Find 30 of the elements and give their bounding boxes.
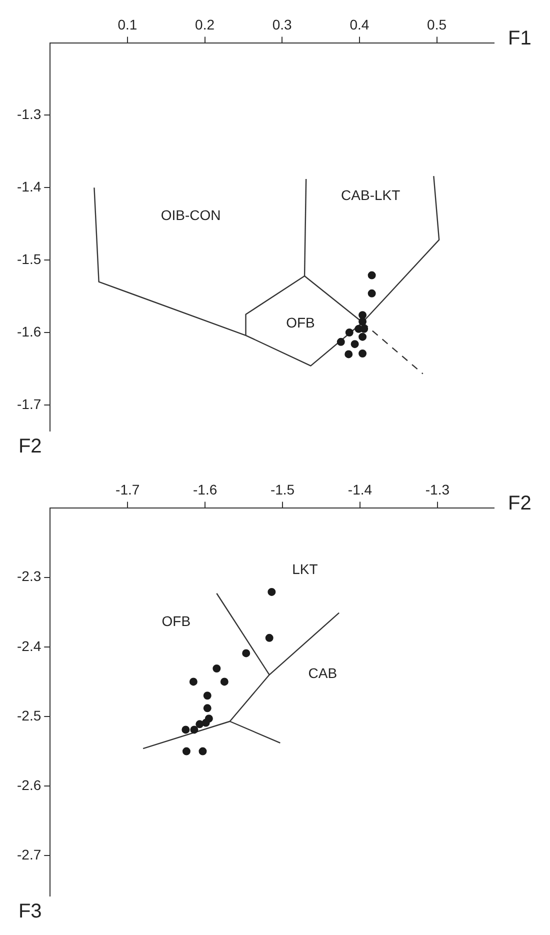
x-tick-label: -1.3	[425, 481, 450, 498]
y-tick-label: -1.6	[17, 323, 42, 340]
annotation: OFB	[162, 612, 191, 629]
y-axis-title: F3	[18, 900, 42, 923]
x-tick-label: -1.4	[348, 481, 372, 498]
x-axis-title: F1	[508, 27, 532, 50]
y-tick-label: -2.4	[17, 638, 42, 654]
x-tick-label: -1.5	[270, 481, 295, 498]
y-tick-label: -2.3	[17, 568, 42, 584]
y-tick-label: -2.6	[17, 776, 42, 793]
x-tick-label: 0.5	[427, 16, 447, 32]
y-tick-label: -2.7	[17, 846, 42, 863]
y-axis-title: F2	[18, 436, 42, 458]
y-tick-label: -1.7	[17, 396, 42, 412]
y-tick-label: -1.4	[17, 178, 42, 195]
y-tick-label: -1.5	[17, 250, 42, 267]
x-tick-label: 0.1	[118, 16, 138, 32]
x-tick-label: -1.7	[116, 481, 140, 498]
x-tick-label: 0.3	[272, 16, 292, 32]
y-tick-label: -2.5	[17, 707, 42, 724]
annotation: OFB	[286, 314, 315, 331]
x-axis-title: F2	[508, 492, 532, 514]
x-tick-label: -1.6	[192, 481, 218, 498]
annotation: CAB-LKT	[341, 187, 401, 203]
annotation: LKT	[292, 561, 318, 578]
x-tick-label: 0.2	[195, 16, 215, 32]
annotation: CAB	[308, 664, 338, 681]
y-tick-label: -1.3	[17, 106, 42, 122]
annotation: OIB-CON	[160, 207, 221, 224]
x-tick-label: 0.4	[350, 16, 370, 32]
